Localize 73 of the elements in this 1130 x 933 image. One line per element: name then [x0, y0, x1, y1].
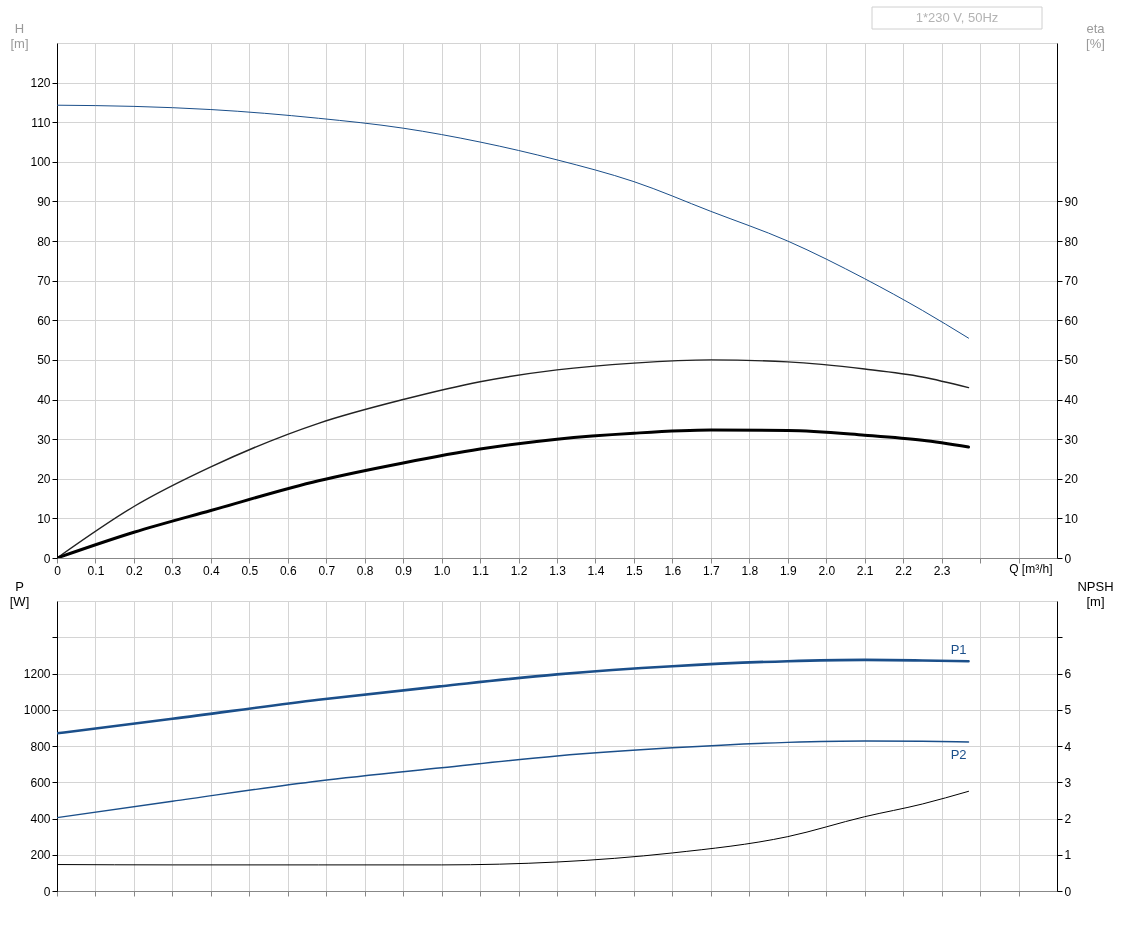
y-tick-label: 200	[30, 848, 51, 863]
y2-tick-label: 3	[1064, 775, 1072, 790]
x-tick-label: 1.5	[626, 563, 644, 578]
y-tick-label: 110	[31, 115, 51, 130]
y2-tick-label: 90	[1064, 194, 1079, 209]
y2-tick-label: 1	[1064, 848, 1072, 863]
y2-tick-label: 0	[1064, 551, 1072, 566]
x-tick-label: 0.2	[126, 563, 144, 578]
y2-tick-label: 30	[1064, 432, 1079, 447]
x-tick-label: 1.2	[510, 563, 528, 578]
y-tick-label: 400	[30, 812, 51, 826]
y-tick-label: 10	[37, 511, 51, 526]
y-tick-label: 800	[30, 739, 51, 754]
series-label: P1	[950, 642, 967, 658]
y-tick-label: 90	[37, 194, 51, 209]
x-tick-label: 1.7	[703, 563, 721, 578]
line-series	[57, 104, 970, 339]
x-tick-label: 1.1	[472, 563, 490, 578]
x-tick-label: 1.3	[549, 563, 567, 578]
x-axis-title: Q [m³/h]	[1009, 561, 1053, 576]
x-tick-label: 2.1	[856, 563, 874, 578]
y-tick-label: 120	[30, 76, 51, 91]
line-series	[57, 740, 970, 819]
y-tick-label: 0	[43, 551, 51, 566]
x-tick-label: 0.3	[164, 563, 182, 578]
y-axis-title: P [W]	[9, 578, 30, 609]
x-tick-label: 2.2	[895, 563, 913, 578]
y2-tick-label: 0	[1064, 884, 1072, 899]
x-tick-label: 0.9	[395, 563, 413, 578]
y2-tick-label: 80	[1064, 234, 1079, 249]
y2-tick-label: 2	[1064, 812, 1072, 826]
y-tick-label: 80	[37, 234, 51, 249]
x-tick-label: 1.0	[433, 563, 451, 578]
y2-axis-title: NPSH [m]	[1077, 578, 1114, 609]
y-tick-label: 20	[37, 472, 51, 487]
series-label: P2	[950, 747, 967, 763]
y2-tick-label: 4	[1064, 739, 1072, 754]
x-tick-label: 0.8	[356, 563, 374, 578]
x-tick-label: 0.4	[203, 563, 221, 578]
y-tick-label: 60	[37, 313, 51, 328]
x-tick-label: 1.6	[664, 563, 682, 578]
x-tick-label: 0.7	[318, 563, 336, 578]
y-tick-label: 1200	[23, 667, 51, 681]
x-tick-label: 0	[54, 563, 62, 578]
y2-tick-label: 5	[1064, 703, 1072, 718]
y2-tick-label: 6	[1064, 667, 1072, 681]
x-tick-label: 0.1	[87, 563, 105, 578]
y2-tick-label: 60	[1064, 313, 1079, 328]
x-tick-label: 1.8	[741, 563, 759, 578]
x-tick-label: 1.9	[779, 563, 797, 578]
x-tick-label: 1.4	[587, 563, 605, 578]
y2-axis-title: eta [%]	[1086, 20, 1106, 51]
x-tick-label: 0.5	[241, 563, 259, 578]
line-series	[57, 359, 970, 558]
y2-tick-label: 40	[1064, 393, 1079, 408]
y-tick-label: 100	[30, 155, 51, 170]
y2-tick-label: 10	[1064, 511, 1079, 526]
y-tick-label: 1000	[23, 703, 51, 718]
y-tick-label: 600	[30, 775, 51, 790]
x-tick-label: 2.0	[818, 563, 836, 578]
y-tick-label: 70	[37, 274, 51, 289]
y-tick-label: 0	[43, 884, 51, 899]
y2-tick-label: 70	[1064, 274, 1079, 289]
y-tick-label: 50	[37, 353, 51, 368]
y-axis-title: H [m]	[10, 20, 29, 51]
y2-tick-label: 20	[1064, 472, 1079, 487]
x-tick-label: 2.3	[933, 563, 951, 578]
y2-tick-label: 50	[1064, 353, 1079, 368]
y-tick-label: 40	[37, 393, 51, 408]
y-tick-label: 30	[37, 432, 51, 447]
line-series	[57, 658, 970, 735]
text: 1*230 V, 50Hz	[915, 10, 999, 25]
x-tick-label: 0.6	[279, 563, 297, 578]
